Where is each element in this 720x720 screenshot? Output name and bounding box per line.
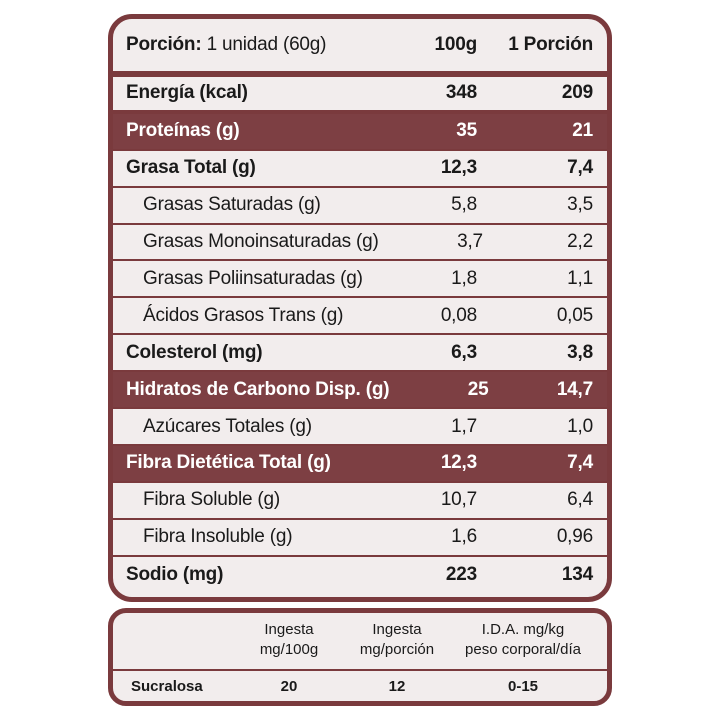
value-per-100g: 223 xyxy=(445,564,477,586)
value-per-portion: 3,5 xyxy=(567,194,593,216)
value-per-portion: 209 xyxy=(561,82,593,104)
nutrient-row: Grasas Poliinsaturadas (g) 1,8 1,1 xyxy=(113,262,607,299)
nutrient-row: Proteínas (g) 35 21 xyxy=(113,113,607,151)
value-per-portion: 1,0 xyxy=(567,415,593,437)
nutrient-label: Proteínas (g) xyxy=(126,120,240,142)
nutrient-label: Grasas Poliinsaturadas (g) xyxy=(143,267,363,289)
nutrient-label: Hidratos de Carbono Disp. (g) xyxy=(126,378,390,400)
value-per-100g: 6,3 xyxy=(451,341,477,363)
nutrient-label: Azúcares Totales (g) xyxy=(143,415,312,437)
value-per-portion: 21 xyxy=(572,120,593,142)
sweetener-data-row: Sucralosa 20 12 0-15 xyxy=(113,671,607,701)
nutrient-row: Fibra Soluble (g) 10,7 6,4 xyxy=(113,483,607,520)
nutrient-row: Sodio (mg) 223 134 xyxy=(113,557,607,594)
value-per-100g: 35 xyxy=(456,120,477,142)
column-header-portion: 1 Porción xyxy=(508,34,593,55)
sweetener-intake-100g: 20 xyxy=(280,678,298,695)
nutrient-label: Fibra Dietética Total (g) xyxy=(126,452,331,474)
nutrient-row: Azúcares Totales (g) 1,7 1,0 xyxy=(113,409,607,446)
nutrient-row: Ácidos Grasos Trans (g) 0,08 0,05 xyxy=(113,298,607,336)
nutrient-row: Grasa Total (g) 12,3 7,4 xyxy=(113,151,607,188)
value-per-100g: 1,7 xyxy=(451,415,477,437)
value-per-100g: 10,7 xyxy=(440,489,477,511)
sweetener-intake-portion: 12 xyxy=(388,678,406,695)
value-per-100g: 12,3 xyxy=(440,157,477,179)
value-per-100g: 348 xyxy=(445,82,477,104)
value-per-portion: 0,05 xyxy=(556,304,593,326)
nutrient-label: Grasas Monoinsaturadas (g) xyxy=(143,231,379,253)
nutrient-row: Fibra Insoluble (g) 1,6 0,96 xyxy=(113,520,607,557)
header-ida: I.D.A. mg/kg peso corporal/día xyxy=(465,621,581,658)
sweetener-name: Sucralosa xyxy=(131,678,203,695)
portion-value: 1 unidad (60g) xyxy=(206,34,327,55)
sweetener-ida: 0-15 xyxy=(507,678,539,695)
header-intake-portion: Ingesta mg/porción xyxy=(359,621,435,658)
nutrient-label: Colesterol (mg) xyxy=(126,341,263,363)
portion-label: Porción: xyxy=(126,34,202,55)
nutrient-row: Energía (kcal) 348 209 xyxy=(113,77,607,116)
nutrient-row: Fibra Dietética Total (g) 12,3 7,4 xyxy=(113,446,607,483)
value-per-100g: 1,8 xyxy=(451,267,477,289)
nutrient-label: Energía (kcal) xyxy=(126,82,248,104)
value-per-portion: 14,7 xyxy=(556,378,593,400)
table-header-row: Porción: 1 unidad (60g) 100g 1 Porción xyxy=(113,19,607,77)
nutrient-label: Grasa Total (g) xyxy=(126,157,256,179)
value-per-portion: 2,2 xyxy=(567,231,593,253)
value-per-100g: 3,7 xyxy=(457,231,483,253)
nutrient-label: Sodio (mg) xyxy=(126,564,224,586)
value-per-portion: 3,8 xyxy=(567,341,593,363)
nutrient-label: Fibra Soluble (g) xyxy=(143,489,281,511)
value-per-portion: 0,96 xyxy=(556,526,593,548)
value-per-portion: 7,4 xyxy=(567,157,593,179)
column-header-100g: 100g xyxy=(434,34,477,55)
value-per-100g: 12,3 xyxy=(440,452,477,474)
nutrient-row: Colesterol (mg) 6,3 3,8 xyxy=(113,335,607,373)
nutrient-row: Hidratos de Carbono Disp. (g) 25 14,7 xyxy=(113,372,607,410)
nutrient-label: Fibra Insoluble (g) xyxy=(143,526,293,548)
nutrient-row: Grasas Saturadas (g) 5,8 3,5 xyxy=(113,188,607,225)
value-per-100g: 5,8 xyxy=(451,194,477,216)
value-per-portion: 134 xyxy=(561,564,593,586)
header-intake-100g: Ingesta mg/100g xyxy=(259,621,319,658)
value-per-100g: 0,08 xyxy=(440,304,477,326)
sweetener-header-row: Ingesta mg/100g Ingesta mg/porción I.D.A… xyxy=(113,613,607,671)
nutrient-row: Grasas Monoinsaturadas (g) 3,7 2,2 xyxy=(113,225,607,262)
value-per-100g: 1,6 xyxy=(451,526,477,548)
sweetener-table: Ingesta mg/100g Ingesta mg/porción I.D.A… xyxy=(108,608,612,706)
value-per-portion: 1,1 xyxy=(567,267,593,289)
value-per-portion: 6,4 xyxy=(567,489,593,511)
value-per-portion: 7,4 xyxy=(567,452,593,474)
nutrition-facts-table: Porción: 1 unidad (60g) 100g 1 Porción E… xyxy=(108,14,612,602)
nutrient-label: Ácidos Grasos Trans (g) xyxy=(143,304,344,326)
value-per-100g: 25 xyxy=(467,378,489,400)
nutrient-label: Grasas Saturadas (g) xyxy=(143,194,321,216)
